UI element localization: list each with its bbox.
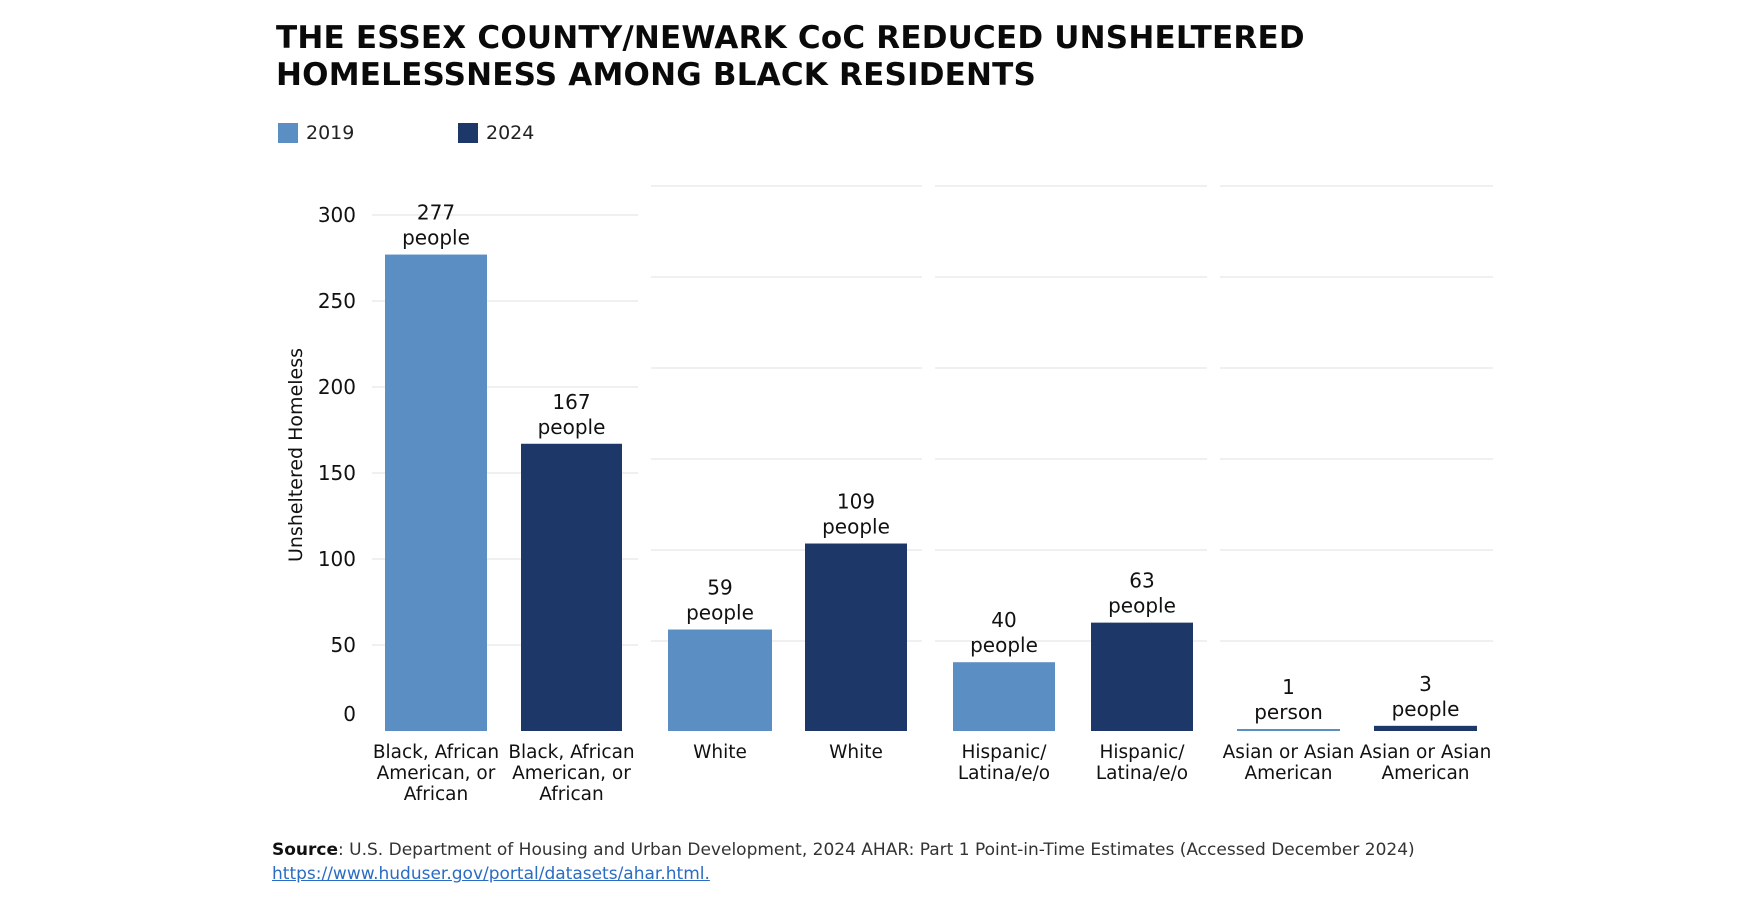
bar-4-2019 xyxy=(1237,729,1340,731)
bar-1-2024 xyxy=(521,443,622,731)
category-label-1-2024-line-2: American, or xyxy=(512,763,631,784)
category-label-2-2019-line-1: White xyxy=(693,742,747,763)
y-tick-label-0: 0 xyxy=(343,702,356,726)
category-label-4-2019-line-1: Asian or Asian xyxy=(1223,742,1355,763)
category-label-3-2024-line-2: Latina/e/o xyxy=(1096,763,1188,784)
source-label: Source xyxy=(272,840,339,860)
category-label-1-2024-line-1: Black, African xyxy=(508,742,634,763)
legend-label-2024: 2024 xyxy=(486,122,535,144)
bar-2-2019 xyxy=(668,629,772,731)
legend-swatch-2019 xyxy=(278,123,298,143)
chart-title: THE ESSEX COUNTY/NEWARK CoC REDUCED UNSH… xyxy=(276,20,1576,94)
y-tick-label-150: 150 xyxy=(318,461,356,485)
category-label-4-2024-line-1: Asian or Asian xyxy=(1360,742,1492,763)
category-label-1-2019-line-1: Black, African xyxy=(373,742,499,763)
data-label-unit-3-2024: people xyxy=(1108,594,1176,618)
y-tick-label-200: 200 xyxy=(318,375,356,399)
data-label-value-2-2019: 59 xyxy=(707,576,732,600)
category-label-3-2019-line-1: Hispanic/ xyxy=(961,742,1047,763)
source-link[interactable]: https://www.huduser.gov/portal/datasets/… xyxy=(272,864,710,884)
bar-1-2019 xyxy=(385,254,487,731)
legend-swatch-2024 xyxy=(458,123,478,143)
chart-title-line-2: HOMELESSNESS AMONG BLACK RESIDENTS xyxy=(276,57,1037,93)
bar-3-2019 xyxy=(953,662,1055,731)
data-label-unit-2-2024: people xyxy=(822,515,890,539)
bar-3-2024 xyxy=(1091,622,1193,731)
category-label-1-2019-line-2: American, or xyxy=(377,763,496,784)
data-label-unit-4-2019: person xyxy=(1254,700,1323,724)
data-label-value-1-2019: 277 xyxy=(417,201,455,225)
y-tick-label-100: 100 xyxy=(318,547,356,571)
y-axis-title: Unsheltered Homeless xyxy=(285,348,307,562)
category-label-2-2024-line-1: White xyxy=(829,742,883,763)
y-tick-label-250: 250 xyxy=(318,289,356,313)
data-label-unit-1-2019: people xyxy=(402,226,470,250)
data-label-value-2-2024: 109 xyxy=(837,490,875,514)
data-label-value-1-2024: 167 xyxy=(552,390,590,414)
bar-2-2024 xyxy=(805,543,907,731)
source-text: : U.S. Department of Housing and Urban D… xyxy=(338,840,1415,860)
data-label-unit-4-2024: people xyxy=(1392,697,1460,721)
source-note: Source: U.S. Department of Housing and U… xyxy=(272,838,1512,886)
data-label-unit-3-2019: people xyxy=(970,633,1038,657)
data-label-unit-2-2019: people xyxy=(686,601,754,625)
category-label-3-2024-line-1: Hispanic/ xyxy=(1099,742,1185,763)
y-tick-label-50: 50 xyxy=(331,633,356,657)
legend-item-2019: 2019 xyxy=(278,122,354,144)
legend-item-2024: 2024 xyxy=(458,122,534,144)
chart-title-line-1: THE ESSEX COUNTY/NEWARK CoC REDUCED UNSH… xyxy=(276,20,1305,56)
category-label-3-2019-line-2: Latina/e/o xyxy=(958,763,1050,784)
category-label-1-2024-line-3: African xyxy=(539,784,604,805)
data-label-value-4-2019: 1 xyxy=(1282,675,1295,699)
data-label-value-3-2019: 40 xyxy=(991,608,1016,632)
category-label-4-2024-line-2: American xyxy=(1381,763,1469,784)
data-label-value-3-2024: 63 xyxy=(1129,569,1154,593)
bar-4-2024 xyxy=(1374,725,1477,731)
category-label-4-2019-line-2: American xyxy=(1244,763,1332,784)
data-label-value-4-2024: 3 xyxy=(1419,672,1432,696)
legend-label-2019: 2019 xyxy=(306,122,355,144)
data-label-unit-1-2024: people xyxy=(538,415,606,439)
category-label-1-2019-line-3: African xyxy=(404,784,469,805)
y-tick-label-300: 300 xyxy=(318,203,356,227)
